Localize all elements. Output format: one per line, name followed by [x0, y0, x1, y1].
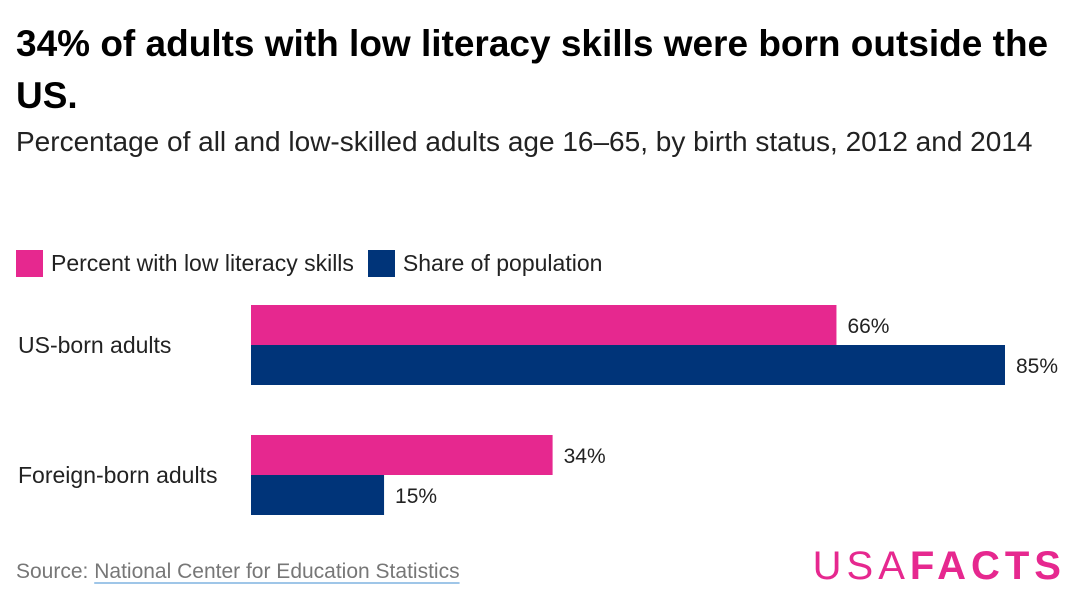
- logo-text-usa: USA: [812, 544, 910, 588]
- bar-us-born-adults-low-literacy: [251, 305, 837, 345]
- category-label-foreign-born-adults: Foreign-born adults: [18, 462, 217, 488]
- bar-us-born-adults-population-share: [251, 345, 1005, 385]
- logo-text-facts: FACTS: [909, 544, 1066, 588]
- bar-foreign-born-adults-low-literacy: [251, 435, 553, 475]
- source-note: Source: National Center for Education St…: [16, 560, 460, 584]
- value-label-us-born-adults-low-literacy: 66%: [847, 315, 889, 338]
- usafacts-logo: USAFACTS: [813, 544, 1066, 589]
- legend-label-low-literacy: Percent with low literacy skills: [51, 249, 354, 276]
- bar-chart: US-born adults 66% 85% Foreign-born adults 3…: [18, 305, 1058, 515]
- legend-item-low-literacy: Percent with low literacy skills: [16, 249, 354, 277]
- category-label-us-born-adults: US-born adults: [18, 332, 171, 358]
- legend-swatch-low-literacy: [16, 249, 43, 277]
- chart-subtitle: Percentage of all and low-skilled adults…: [16, 126, 1033, 157]
- chart-title: 34% of adults with low literacy skills w…: [16, 23, 1049, 116]
- source-link[interactable]: National Center for Education Statistics: [94, 560, 460, 583]
- legend-item-population-share: Share of population: [367, 249, 603, 277]
- chart-legend: Percent with low literacy skills Share o…: [16, 245, 616, 281]
- value-label-foreign-born-adults-low-literacy: 34%: [564, 445, 606, 468]
- value-label-us-born-adults-population-share: 85%: [1016, 355, 1058, 378]
- legend-label-population-share: Share of population: [402, 249, 603, 276]
- value-label-foreign-born-adults-population-share: 15%: [395, 485, 437, 508]
- source-prefix: Source:: [16, 560, 95, 583]
- legend-swatch-population-share: [367, 249, 395, 277]
- bar-foreign-born-adults-population-share: [251, 475, 385, 515]
